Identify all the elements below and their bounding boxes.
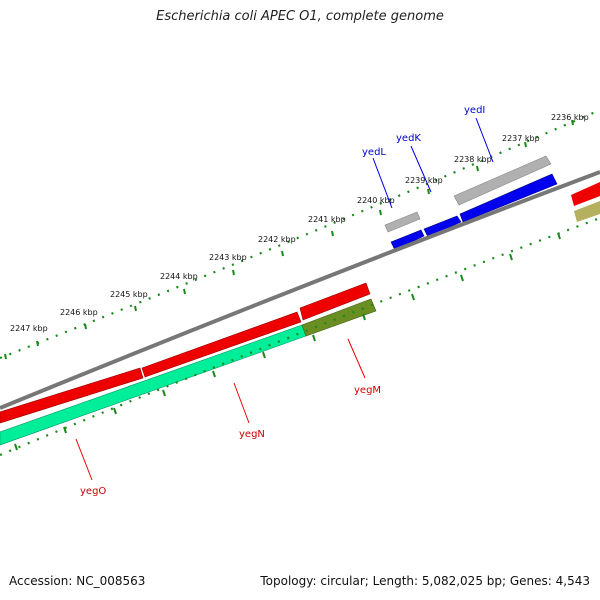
gene-label-yedL: yedL [362,147,386,158]
kbp-label-2244: 2244 kbp [160,272,198,281]
gene-label-leaders [75,117,494,481]
gene-yedI-arrow [459,173,558,223]
gene-reverse-olive-edge [574,201,600,222]
kbp-label-2245: 2245 kbp [110,290,148,299]
major-tick [460,274,464,282]
gene-reverse-olive [301,298,377,337]
major-tick [362,313,366,321]
major-tick [571,119,574,126]
major-tick [232,269,235,276]
major-tick [84,323,87,330]
gene-forward-blue-2 [423,215,462,238]
major-tick [312,334,316,342]
leader-yedI [475,117,494,163]
gene-forward-red-edge [571,182,600,206]
outer-tick-ring [0,108,600,360]
major-tick [411,293,415,301]
major-tick [183,288,186,295]
gene-labels: yedI yedK yedL yegM yegN yegO [80,105,485,497]
major-tick [262,351,266,359]
gene-label-yegN: yegN [239,429,265,440]
leader-yegN [233,382,250,424]
kbp-label-2246: 2246 kbp [60,308,98,317]
kbp-label-2241: 2241 kbp [308,215,346,224]
major-tick [162,389,166,397]
gene-label-yegO: yegO [80,486,106,497]
genome-backbone [0,170,600,410]
major-tick [14,443,18,451]
gene-forward-blue-1 [390,229,425,251]
major-tick [509,253,513,261]
kbp-label-2238: 2238 kbp [454,155,492,164]
kbp-label-2247: 2247 kbp [10,324,48,333]
kbp-label-2243: 2243 kbp [209,253,247,262]
major-tick [113,407,117,415]
major-tick [212,370,216,378]
inner-tick-ring [0,216,600,457]
cds-reverse-green [0,324,307,446]
major-tick [524,141,527,148]
forward-genes [384,155,600,251]
accession-label: Accession: NC_008563 [9,574,146,588]
leader-yedK [410,145,432,193]
gene-label-yedI: yedI [464,105,485,116]
gene-yedK-arrow [453,155,552,206]
major-tick [63,426,67,434]
gene-label-yegM: yegM [354,385,381,396]
major-tick [134,305,137,312]
major-tick [36,340,39,347]
gene-label-yedK: yedK [396,133,421,144]
gene-yegO-arrow [0,367,144,424]
leader-yedL [372,157,393,209]
leader-yegO [75,438,93,481]
kbp-label-2237: 2237 kbp [502,134,540,143]
genome-stats-label: Topology: circular; Length: 5,082,025 bp… [260,574,590,588]
major-tick [476,165,479,172]
major-tick [4,353,7,360]
kbp-labels: 2236 kbp 2237 kbp 2238 kbp 2239 kbp 2240… [10,113,589,333]
kbp-label-2236: 2236 kbp [551,113,589,122]
kbp-label-2242: 2242 kbp [258,235,296,244]
leader-yegM [347,338,366,379]
gene-yedL-arrow [384,211,421,233]
map-title: Escherichia coli APEC O1, complete genom… [156,9,444,24]
kbp-label-2240: 2240 kbp [357,196,395,205]
gene-yegM-arrow [299,282,371,321]
gene-yegN-arrow [141,311,302,378]
major-tick [557,232,561,240]
major-tick [331,230,334,237]
major-tick [379,209,382,216]
major-tick [427,188,430,195]
reverse-genes [0,201,600,446]
kbp-label-2239: 2239 kbp [405,176,443,185]
major-tick [281,250,284,257]
